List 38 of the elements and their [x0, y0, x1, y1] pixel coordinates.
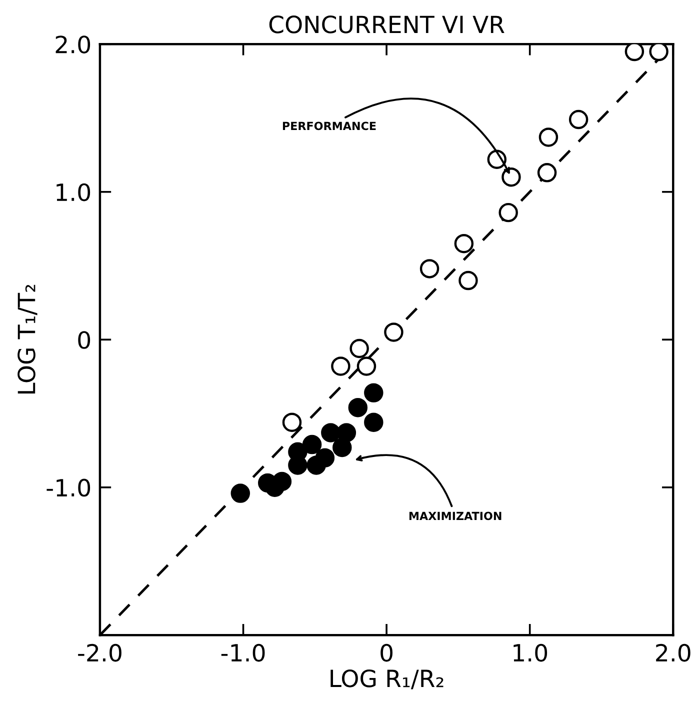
- y-axis-title: LOG T₁/T₂: [18, 284, 38, 394]
- point: [384, 322, 404, 342]
- point: [568, 110, 588, 130]
- x-tick-label: -1.0: [221, 644, 265, 662]
- point: [502, 167, 521, 187]
- point: [458, 270, 478, 290]
- point: [331, 356, 350, 376]
- point: [356, 356, 376, 376]
- point: [537, 163, 557, 182]
- x-tick-label: -2.0: [78, 644, 122, 662]
- x-axis-title: LOG R₁/R₂: [330, 669, 444, 690]
- annotation: PERFORMANCE: [282, 122, 376, 130]
- point: [364, 383, 384, 402]
- x-tick-label: 2.0: [656, 644, 690, 662]
- point: [350, 338, 369, 358]
- point: [230, 484, 250, 503]
- x-tick-label: 1.0: [514, 644, 548, 662]
- point: [420, 259, 440, 278]
- point: [454, 234, 474, 254]
- point: [336, 423, 356, 442]
- point: [498, 202, 518, 222]
- point: [624, 44, 644, 62]
- point: [306, 456, 326, 475]
- chart-title: CONCURRENT VI VR: [269, 16, 504, 34]
- point: [282, 412, 302, 432]
- point: [321, 423, 340, 442]
- point: [348, 398, 368, 418]
- annotation: MAXIMIZATION: [409, 512, 502, 520]
- point: [364, 412, 384, 432]
- point: [649, 44, 668, 62]
- y-tick-label: 2.0: [56, 36, 90, 54]
- y-tick-label: 0: [78, 331, 90, 349]
- point: [332, 438, 352, 458]
- y-tick-label: -1.0: [46, 478, 90, 497]
- x-tick-label: 0: [380, 644, 392, 662]
- y-tick-label: 1.0: [56, 183, 90, 202]
- point: [538, 128, 558, 147]
- point: [302, 434, 322, 454]
